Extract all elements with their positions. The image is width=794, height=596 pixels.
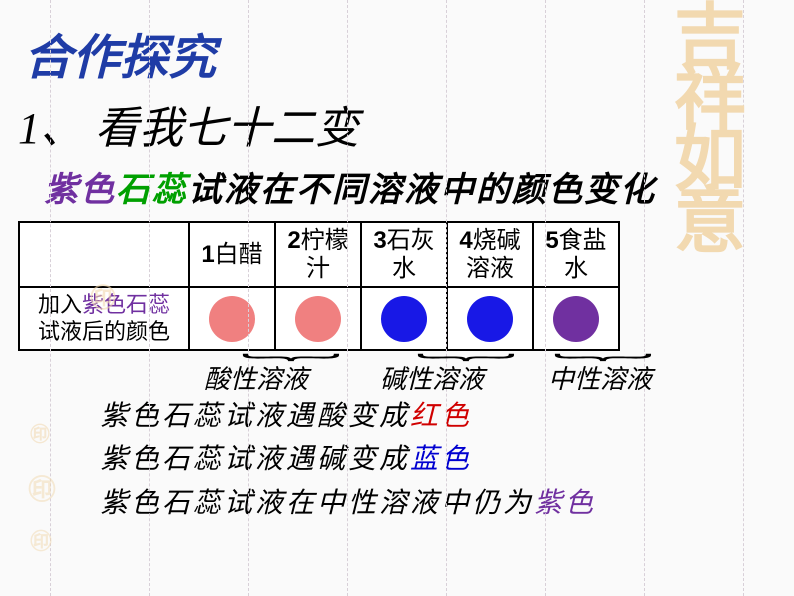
rules-list: 紫色石蕊试液遇酸变成红色紫色石蕊试液遇碱变成蓝色紫色石蕊试液在中性溶液中仍为紫色 (100, 395, 794, 525)
color-cell (533, 287, 619, 350)
rule-line: 紫色石蕊试液遇碱变成蓝色 (100, 438, 794, 481)
page-title: 合作探究 (0, 0, 794, 88)
row-label-post: 试液后的颜色 (38, 319, 170, 344)
base-label: 碱性溶液 (380, 359, 484, 396)
color-dot (467, 296, 513, 342)
row-label-purple: 紫色石蕊 (82, 292, 170, 317)
subtitle-purple: 紫色 (44, 172, 116, 209)
row-header: 加入紫色石蕊试液后的颜色 (19, 287, 189, 350)
decorative-seal: ㊞ (30, 524, 52, 556)
subtitle-rest: 试液在不同溶液中的颜色变化 (188, 172, 656, 209)
acid-label: 酸性溶液 (204, 359, 308, 396)
subtitle-green: 石蕊 (116, 172, 188, 209)
col-header: 1白醋 (189, 222, 275, 287)
table-header-row: 1白醋2柠檬汁3石灰水4烧碱溶液5食盐水 (19, 222, 619, 287)
brace-labels: ︸ 酸性溶液 ︸ 碱性溶液 ︸ 中性溶液 (18, 351, 794, 391)
col-header: 2柠檬汁 (275, 222, 361, 287)
col-header: 3石灰水 (361, 222, 447, 287)
rule-line: 紫色石蕊试液在中性溶液中仍为紫色 (100, 482, 794, 525)
col-header: 4烧碱溶液 (447, 222, 533, 287)
row-label-pre: 加入 (38, 292, 82, 317)
color-cell (447, 287, 533, 350)
section-heading: 1、 看我七十二变 (0, 88, 794, 156)
col-header: 5食盐水 (533, 222, 619, 287)
color-dot (295, 296, 341, 342)
table-corner-cell (19, 222, 189, 287)
rule-line: 紫色石蕊试液遇酸变成红色 (100, 395, 794, 438)
color-cell (189, 287, 275, 350)
decorative-seal: ㊞ (28, 468, 56, 508)
table-data-row: 加入紫色石蕊试液后的颜色 (19, 287, 619, 350)
section-title: 看我七十二变 (95, 104, 359, 153)
section-number: 1、 (18, 104, 84, 153)
color-cell (361, 287, 447, 350)
color-cell (275, 287, 361, 350)
subtitle: 紫色石蕊试液在不同溶液中的颜色变化 (0, 156, 794, 211)
color-table: 1白醋2柠檬汁3石灰水4烧碱溶液5食盐水 加入紫色石蕊试液后的颜色 (18, 221, 620, 351)
neutral-label: 中性溶液 (548, 359, 652, 396)
color-dot (209, 296, 255, 342)
decorative-seal: ㊞ (30, 418, 50, 447)
color-dot (381, 296, 427, 342)
color-dot (553, 296, 599, 342)
